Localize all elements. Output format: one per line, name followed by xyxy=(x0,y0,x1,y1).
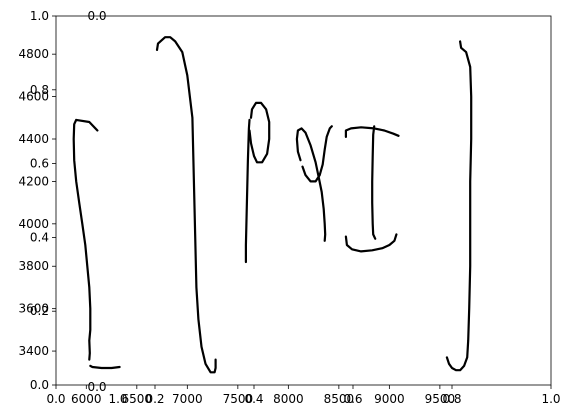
series-line-8 xyxy=(344,126,400,138)
data-y-tick-label: 3400 xyxy=(18,344,49,358)
data-y-tick-label: 4400 xyxy=(18,132,49,146)
data-y-tick-label: 4800 xyxy=(18,47,49,61)
series-line-1 xyxy=(72,118,99,361)
unit-y-tick-label: 0.6 xyxy=(30,157,49,171)
series-line-5 xyxy=(248,101,271,164)
data-x-tick-label: 6000 xyxy=(71,392,102,406)
series-line-4 xyxy=(244,118,251,264)
data-x-tick-label: 7500 xyxy=(223,392,254,406)
data-y-tick-label: 4200 xyxy=(18,174,49,188)
data-x-tick-label: 6500 xyxy=(122,392,153,406)
unit-y-tick-label: 0.0 xyxy=(30,378,49,392)
unit-x-tick-label: 0.4 xyxy=(244,392,263,406)
unit-y-tick-label: 0.4 xyxy=(30,230,49,244)
unit-x-tick-label: 0.8 xyxy=(442,392,461,406)
unit-x-tick-label: 0.0 xyxy=(46,392,65,406)
plot-frame xyxy=(55,15,552,386)
unit-axes-ticks: 0.0 0.2 0.4 0.6 0.8 1.00.00.20.40.60.81.0 xyxy=(30,9,561,406)
data-x-tick-label: 8000 xyxy=(273,392,304,406)
data-y-tick-label: 4000 xyxy=(18,217,49,231)
data-axes-ticks: 6000 6500 7000 7500 8000 8500 9000 9500 3400 3600… xyxy=(18,47,455,406)
series-line-3 xyxy=(155,36,217,374)
unit-x-tick-label: 1.0 xyxy=(541,392,560,406)
handwriting-strokes xyxy=(72,36,473,374)
unit-y-tick-label: 0.8 xyxy=(30,83,49,97)
series-line-2 xyxy=(89,364,121,370)
series-line-9 xyxy=(371,125,377,240)
series-line-11 xyxy=(445,40,473,372)
unit-y-tick-label: 1.0 xyxy=(30,9,49,23)
data-x-tick-label: 9000 xyxy=(374,392,405,406)
narrow-x-tick-label: 0.0 xyxy=(87,380,106,394)
data-x-tick-label: 8500 xyxy=(324,392,355,406)
data-y-tick-label: 3800 xyxy=(18,259,49,273)
unit-x-tick-label: 0.6 xyxy=(343,392,362,406)
narrow-top-label: 0.0 xyxy=(87,9,106,23)
series-line-10 xyxy=(344,233,398,253)
data-y-tick-label: 4600 xyxy=(18,90,49,104)
data-y-tick-label: 3600 xyxy=(18,302,49,316)
series-line-6 xyxy=(295,127,327,242)
unit-x-tick-label: 0.2 xyxy=(145,392,164,406)
series-line-7 xyxy=(301,125,333,183)
data-x-tick-label: 9500 xyxy=(425,392,456,406)
narrow-axes-ticks: 0.01.00.0 xyxy=(87,9,127,406)
unit-y-tick-label: 0.2 xyxy=(30,304,49,318)
narrow-x-tick-label: 1.0 xyxy=(108,392,127,406)
data-x-tick-label: 7000 xyxy=(172,392,203,406)
